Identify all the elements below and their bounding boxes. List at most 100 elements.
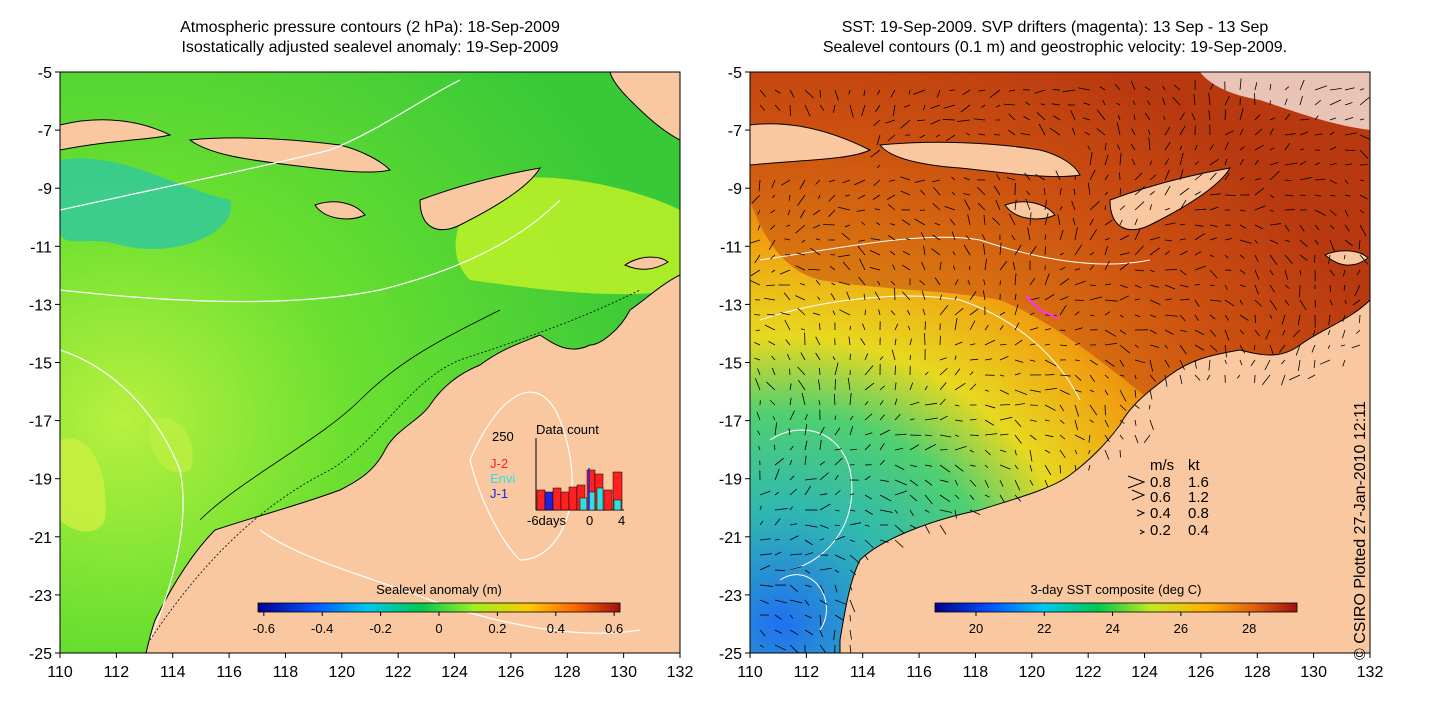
velocity-arrow xyxy=(804,440,808,451)
velocity-arrow xyxy=(924,509,930,513)
velocity-arrow xyxy=(1074,299,1084,302)
velocity-arrow xyxy=(963,244,971,256)
x-tick-label: 126 xyxy=(1188,664,1215,681)
velocity-arrow xyxy=(1029,449,1033,462)
velocity-arrow xyxy=(844,194,851,197)
velocity-arrow xyxy=(774,468,780,481)
inset-bar-envi xyxy=(613,499,622,511)
velocity-arrow xyxy=(774,104,781,111)
velocity-arrow xyxy=(1164,222,1176,226)
velocity-arrow xyxy=(879,429,890,436)
colorbar-tick-label: 28 xyxy=(1242,621,1256,636)
velocity-arrow xyxy=(1194,265,1207,271)
velocity-arrow xyxy=(906,309,911,316)
velocity-arrow xyxy=(924,494,933,505)
velocity-arrow xyxy=(795,224,806,234)
velocity-arrow xyxy=(982,290,986,301)
velocity-arrow xyxy=(1055,170,1061,181)
velocity-arrow xyxy=(909,355,912,361)
velocity-arrow xyxy=(1194,299,1200,307)
velocity-arrow xyxy=(954,307,964,316)
sla-colorbar-bar xyxy=(257,602,621,613)
velocity-arrow xyxy=(1104,311,1111,316)
velocity-arrow xyxy=(1012,261,1016,271)
velocity-arrow xyxy=(1284,284,1290,289)
velocity-arrow xyxy=(1292,329,1301,338)
velocity-arrow xyxy=(862,323,866,331)
velocity-arrow xyxy=(1074,374,1082,381)
velocity-arrow xyxy=(828,194,836,202)
right-map-title: SST: 19-Sep-2009. SVP drifters (magenta)… xyxy=(740,18,1370,58)
y-tick-label: -21 xyxy=(29,530,52,547)
velocity-arrow xyxy=(1239,284,1246,288)
velocity-arrow xyxy=(817,379,821,391)
velocity-arrow xyxy=(1269,161,1279,166)
velocity-arrow xyxy=(1209,299,1222,302)
velocity-arrow xyxy=(1089,201,1100,211)
left-map-title: Atmospheric pressure contours (2 hPa): 1… xyxy=(60,18,680,58)
x-tick-label: 112 xyxy=(794,664,820,681)
velocity-arrow xyxy=(1281,359,1286,365)
velocity-arrow xyxy=(759,89,767,98)
velocity-arrow xyxy=(1059,329,1066,332)
velocity-arrow xyxy=(1134,269,1145,272)
velocity-arrow xyxy=(924,385,928,391)
velocity-arrow xyxy=(1089,359,1098,366)
velocity-arrow xyxy=(819,524,829,529)
velocity-arrow xyxy=(1074,268,1081,271)
velocity-arrow xyxy=(1134,245,1144,256)
velocity-arrow xyxy=(804,524,818,528)
velocity-arrow xyxy=(892,104,896,117)
velocity-arrow xyxy=(1224,109,1227,121)
velocity-arrow xyxy=(1134,389,1137,398)
velocity-arrow xyxy=(1312,329,1316,338)
velocity-arrow xyxy=(1299,79,1305,91)
velocity-arrow xyxy=(930,104,941,109)
velocity-arrow xyxy=(1254,144,1264,151)
velocity-arrow xyxy=(1314,115,1319,121)
velocity-arrow xyxy=(1299,284,1301,298)
velocity-arrow xyxy=(768,340,776,346)
velocity-arrow xyxy=(1014,293,1017,301)
velocity-arrow xyxy=(1262,374,1271,386)
velocity-arrow xyxy=(819,104,825,112)
velocity-arrow xyxy=(945,134,956,142)
velocity-arrow xyxy=(801,392,806,406)
velocity-arrow xyxy=(774,551,782,556)
velocity-arrow xyxy=(789,445,794,451)
right-land-tanimbar xyxy=(1324,250,1369,266)
velocity-arrow xyxy=(909,494,918,502)
velocity-arrow xyxy=(1011,234,1016,241)
velocity-arrow xyxy=(1144,112,1151,121)
velocity-arrow xyxy=(999,479,1004,487)
velocity-arrow xyxy=(1299,148,1304,151)
velocity-arrow xyxy=(879,479,889,482)
velocity-arrow xyxy=(969,434,979,436)
velocity-arrow xyxy=(1074,464,1077,471)
velocity-arrow xyxy=(1295,344,1301,356)
velocity-arrow xyxy=(920,189,926,196)
velocity-arrow xyxy=(1029,419,1037,422)
velocity-arrow xyxy=(864,353,869,361)
velocity-arrow xyxy=(1209,254,1214,258)
velocity-arrow xyxy=(923,245,926,256)
velocity-arrow xyxy=(774,599,787,604)
velocity-arrow xyxy=(789,535,799,541)
velocity-arrow xyxy=(1209,224,1218,227)
velocity-arrow xyxy=(978,133,986,136)
x-tick-label: 130 xyxy=(610,664,637,681)
x-tick-label: 130 xyxy=(1300,664,1327,681)
right-sealevel-contour xyxy=(759,295,1081,401)
velocity-arrow xyxy=(864,382,875,391)
velocity-arrow xyxy=(1049,127,1061,136)
velocity-arrow xyxy=(847,377,851,391)
velocity-arrow xyxy=(968,265,971,271)
velocity-arrow xyxy=(863,89,866,97)
velocity-arrow xyxy=(1288,374,1301,381)
velocity-arrow xyxy=(1089,251,1095,256)
velocity-arrow xyxy=(1299,194,1306,197)
velocity-arrow xyxy=(1014,372,1021,376)
inset-xtick: -6days xyxy=(527,513,567,528)
velocity-arrow xyxy=(909,401,920,406)
